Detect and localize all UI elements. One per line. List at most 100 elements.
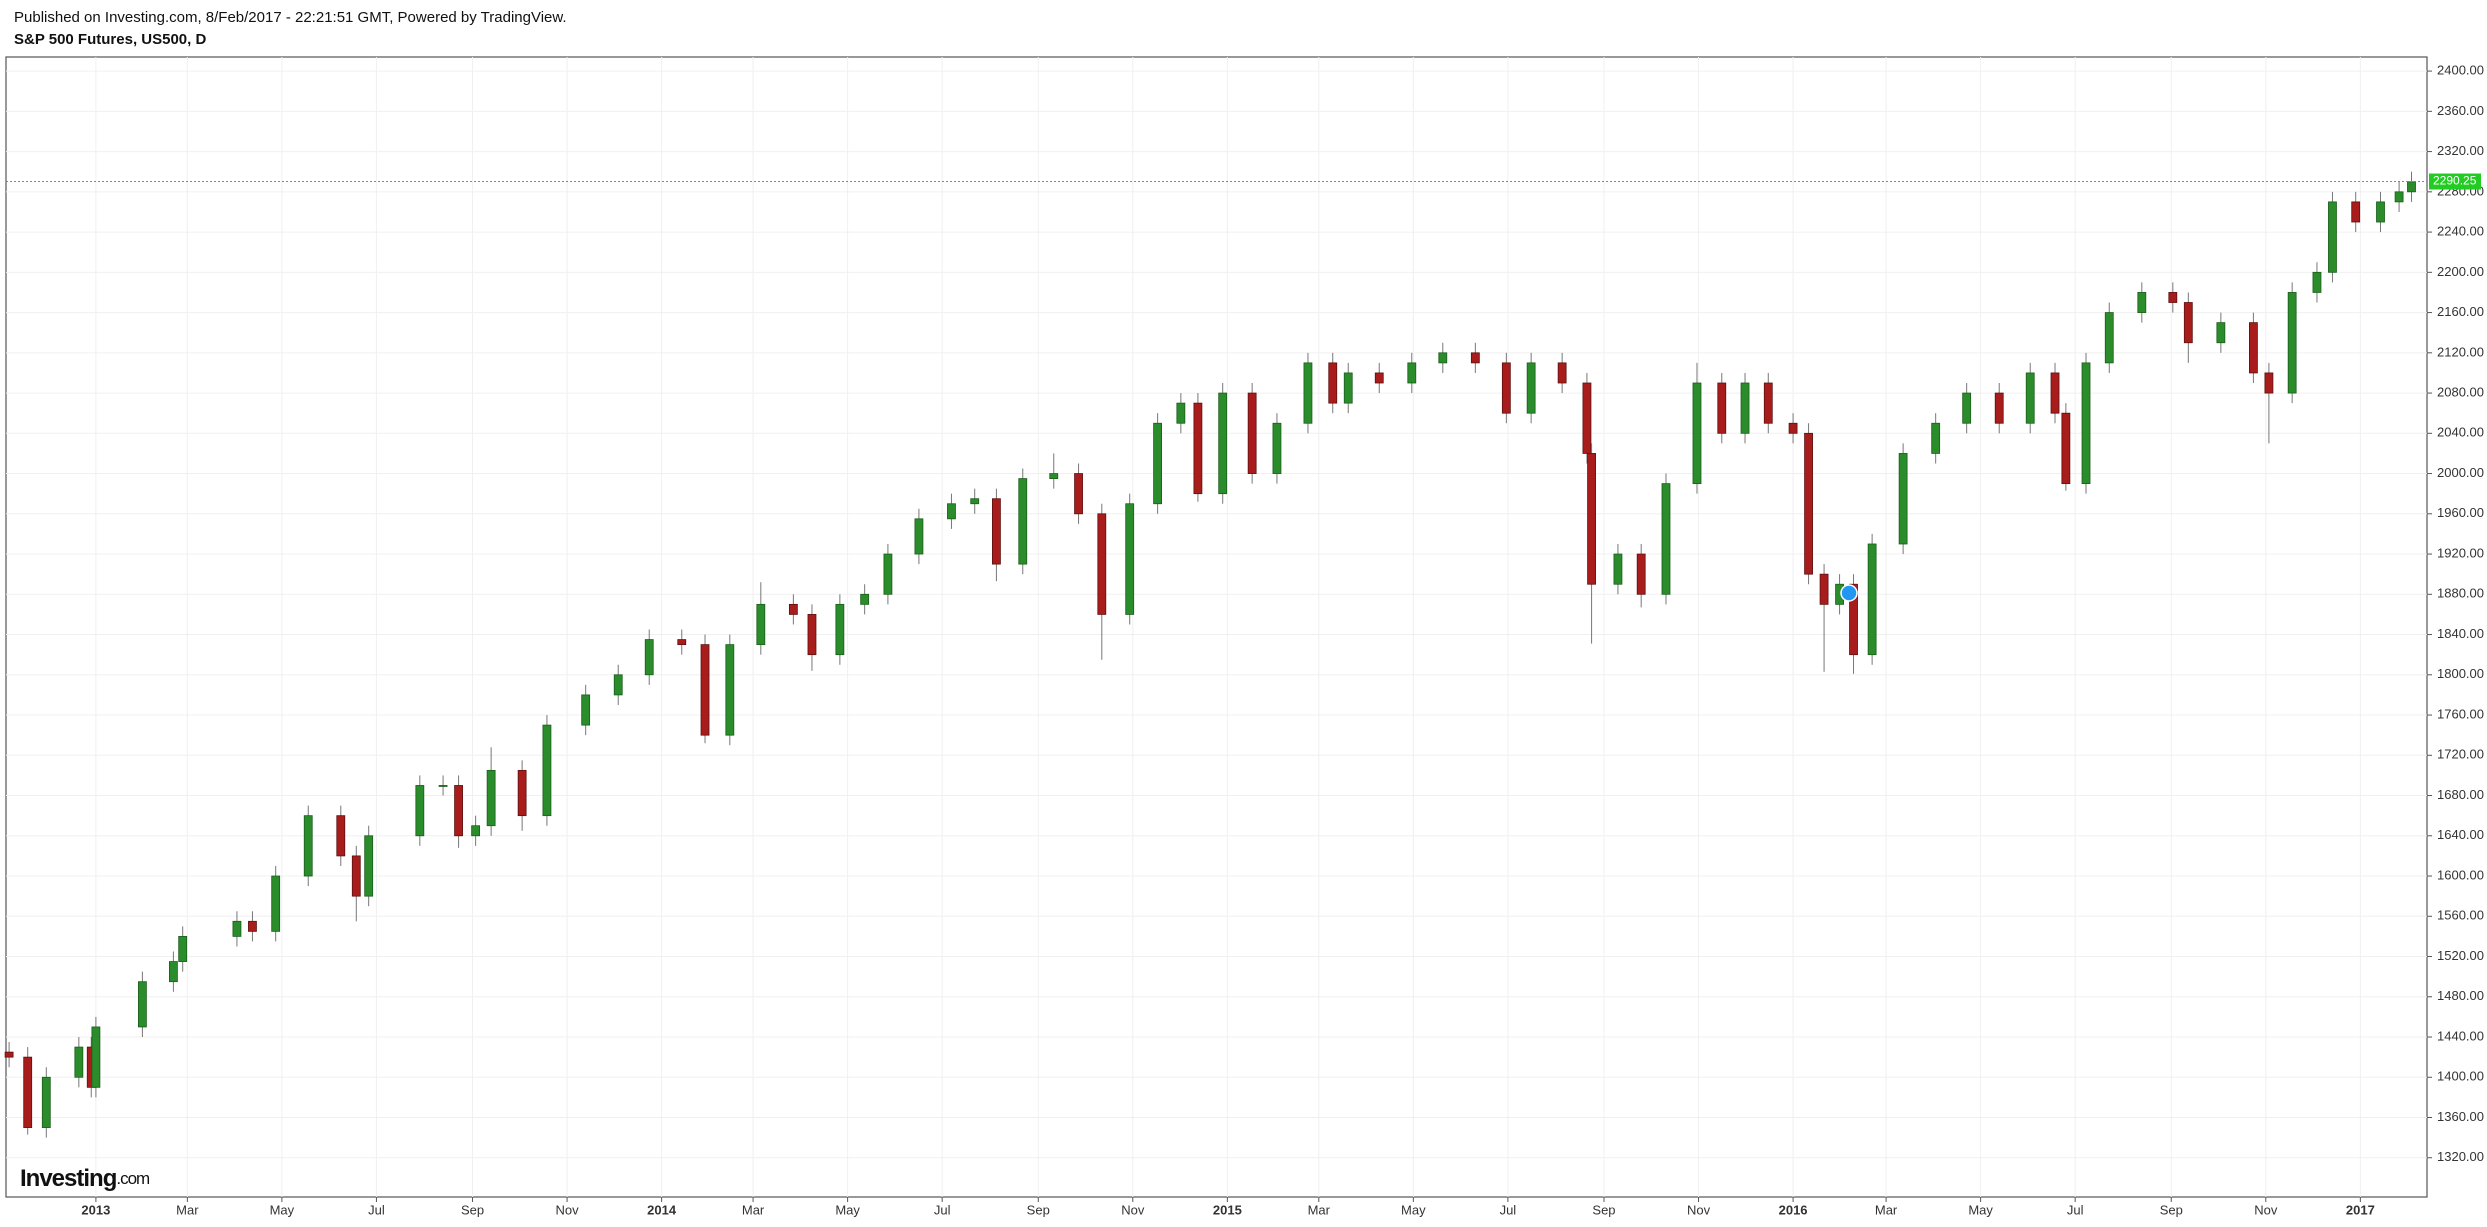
grid: 1320.00 1360.00 1400.00 1440.00 1480.00 1520.… <box>6 57 2484 1217</box>
candle-body <box>1819 573 1829 605</box>
candle-body <box>1526 362 1536 414</box>
y-tick-label: 1440.00 <box>2437 1028 2484 1043</box>
x-tick-label: Jul <box>368 1202 385 1217</box>
candle-body <box>1097 513 1107 615</box>
candle-body <box>1153 422 1163 505</box>
candle-body <box>1438 352 1448 364</box>
candle-body <box>2249 322 2258 374</box>
x-tick-label: May <box>1968 1202 1993 1217</box>
candle-body <box>677 639 687 646</box>
candle-body <box>248 920 257 932</box>
candle-body <box>137 981 147 1028</box>
y-tick-label: 2400.00 <box>2437 63 2484 78</box>
candle-body <box>970 498 980 505</box>
candle-body <box>1692 382 1702 485</box>
candle-body <box>914 518 924 555</box>
plot-frame <box>5 56 2428 1198</box>
y-tick-label: 2160.00 <box>2437 304 2484 319</box>
candle-body <box>2376 201 2385 223</box>
x-tick-label: Mar <box>1308 1202 1331 1217</box>
candle-body <box>2407 181 2416 193</box>
x-tick-label: Nov <box>556 1202 580 1217</box>
y-tick-label: 1720.00 <box>2437 747 2484 762</box>
event-marker <box>1840 584 1858 602</box>
candle-body <box>725 644 735 736</box>
watermark-brand: Investing <box>20 1165 117 1192</box>
candle-body <box>1587 453 1596 585</box>
x-tick-label: 2016 <box>1779 1202 1808 1217</box>
candle-body <box>1867 543 1877 656</box>
candle-body <box>91 1026 101 1088</box>
y-tick-label: 1360.00 <box>2437 1109 2484 1124</box>
caption: Published on Investing.com, 8/Feb/2017 -… <box>14 9 567 26</box>
y-tick-label: 1840.00 <box>2437 626 2484 641</box>
y-tick-label: 1560.00 <box>2437 908 2484 923</box>
y-tick-label: 1920.00 <box>2437 545 2484 560</box>
candle-body <box>860 593 870 605</box>
last-price-label: 2290.25 <box>2433 174 2477 188</box>
candle-body <box>2168 292 2178 303</box>
candle-body <box>1176 402 1186 424</box>
candle-body <box>168 961 178 983</box>
candle-body <box>788 603 798 615</box>
candle-body <box>807 614 817 656</box>
candle-body <box>1125 503 1135 615</box>
candle-body <box>23 1056 33 1128</box>
candle-body <box>883 553 893 595</box>
candle-body <box>2137 292 2147 313</box>
candle-body <box>1763 382 1773 424</box>
candle-body <box>1717 382 1727 434</box>
y-tick-label: 2000.00 <box>2437 465 2484 480</box>
candle-body <box>471 825 481 837</box>
candles: 2290.25 <box>4 171 2481 1138</box>
candle-body <box>1661 483 1671 595</box>
candle-body <box>2264 372 2274 394</box>
candle-body <box>1931 422 1941 454</box>
candle-body <box>1962 392 1972 424</box>
x-tick-label: Nov <box>1121 1202 1145 1217</box>
candle-body <box>1193 402 1203 495</box>
x-tick-label: Mar <box>176 1202 199 1217</box>
y-tick-label: 2200.00 <box>2437 264 2484 279</box>
x-tick-label: Jul <box>1500 1202 1517 1217</box>
candle-body <box>1501 362 1511 414</box>
candle-body <box>2216 322 2226 344</box>
x-tick-label: Sep <box>1027 1202 1050 1217</box>
y-tick-label: 1880.00 <box>2437 586 2484 601</box>
y-tick-label: 1320.00 <box>2437 1149 2484 1164</box>
candle-body <box>74 1046 84 1078</box>
y-tick-label: 2360.00 <box>2437 103 2484 118</box>
candle-body <box>1074 473 1083 515</box>
candle-body <box>1247 392 1257 474</box>
y-tick-label: 1600.00 <box>2437 867 2484 882</box>
candle-body <box>1018 478 1028 565</box>
x-tick-label: Nov <box>2254 1202 2278 1217</box>
candle-body <box>1049 473 1059 479</box>
candle-body <box>700 644 710 736</box>
candle-body <box>517 769 527 817</box>
x-tick-label: Jul <box>934 1202 951 1217</box>
x-tick-label: 2014 <box>647 1202 677 1217</box>
candle-body <box>271 875 281 932</box>
candle-body <box>4 1051 14 1058</box>
candle-body <box>2050 372 2060 414</box>
candle-body <box>1328 362 1338 404</box>
y-tick-label: 2080.00 <box>2437 385 2484 400</box>
y-tick-label: 2240.00 <box>2437 224 2484 239</box>
y-tick-label: 1480.00 <box>2437 988 2484 1003</box>
candle-body <box>2104 312 2114 364</box>
x-tick-label: Mar <box>742 1202 765 1217</box>
watermark-suffix: .com <box>116 1169 150 1188</box>
candle-body <box>486 769 496 827</box>
candle-body <box>1557 362 1567 384</box>
candle-body <box>1303 362 1313 424</box>
candle-body <box>992 498 1001 565</box>
candle-body <box>2351 201 2361 223</box>
candle-body <box>1343 372 1353 404</box>
watermark: Investing.com <box>20 1165 150 1192</box>
y-tick-label: 1680.00 <box>2437 787 2484 802</box>
x-tick-label: May <box>835 1202 860 1217</box>
y-tick-label: 1640.00 <box>2437 827 2484 842</box>
